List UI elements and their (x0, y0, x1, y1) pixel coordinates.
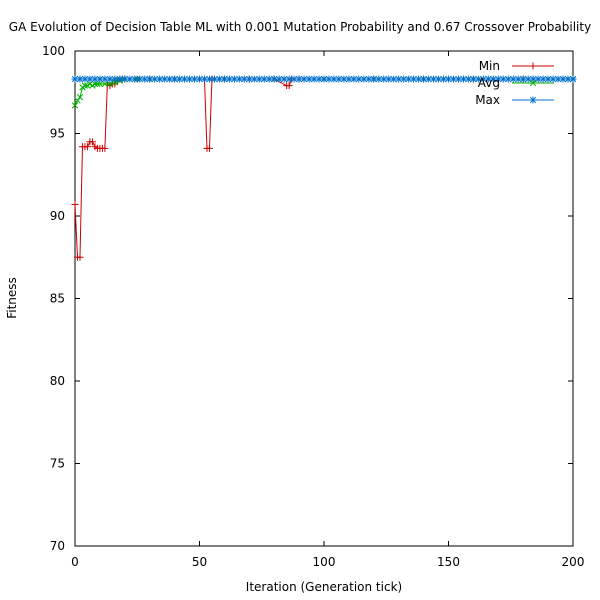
data-point (166, 75, 174, 83)
data-point (116, 75, 124, 83)
data-point (151, 75, 159, 83)
data-point (81, 82, 89, 89)
y-tick-label: 75 (50, 457, 65, 471)
data-point (415, 75, 423, 83)
data-point (445, 75, 452, 83)
data-point (81, 75, 89, 83)
series-min (71, 75, 577, 261)
data-point (454, 75, 462, 83)
data-point (410, 75, 418, 83)
legend-label: Min (479, 59, 500, 73)
data-point (205, 144, 213, 152)
data-point (96, 80, 104, 88)
chart-title: GA Evolution of Decision Table ML with 0… (9, 20, 591, 34)
y-tick-label: 100 (42, 44, 65, 58)
data-point (196, 75, 203, 83)
data-point (83, 143, 91, 151)
legend: Min Avg Max (475, 59, 554, 107)
data-point (285, 82, 293, 90)
data-point (215, 75, 223, 83)
data-point (569, 75, 577, 83)
x-axis: 0 50 100 150 200 (71, 51, 584, 569)
data-point (469, 75, 477, 83)
y-tick-label: 90 (50, 209, 65, 223)
y-tick-label: 80 (50, 374, 65, 388)
x-tick-label: 150 (437, 555, 460, 569)
x-tick-label: 0 (71, 555, 79, 569)
data-point (74, 97, 81, 104)
data-point (101, 80, 109, 88)
x-tick-label: 200 (562, 555, 585, 569)
data-point (489, 75, 497, 83)
data-point (94, 80, 101, 88)
data-point (355, 75, 363, 83)
data-point (71, 200, 79, 208)
series-max (71, 75, 577, 83)
legend-marker (529, 96, 537, 104)
data-point (200, 75, 208, 83)
data-point (76, 253, 84, 261)
data-point (101, 144, 109, 152)
data-point (225, 75, 233, 83)
data-point (76, 94, 84, 101)
data-point (534, 75, 542, 83)
x-axis-title: Iteration (Generation tick) (246, 580, 402, 594)
data-point (539, 75, 547, 83)
data-point (126, 75, 134, 83)
y-axis-title: Fitness (5, 277, 19, 319)
y-axis: 70 75 80 85 90 95 100 (42, 44, 573, 553)
data-point (459, 75, 467, 83)
data-point (509, 75, 517, 83)
legend-label: Max (475, 93, 500, 107)
data-point (300, 75, 308, 83)
data-point (265, 75, 273, 83)
data-point (91, 80, 99, 88)
y-tick-label: 70 (50, 539, 65, 553)
data-point (76, 75, 84, 83)
data-point (315, 75, 323, 83)
data-point (360, 75, 368, 83)
legend-marker (529, 62, 537, 70)
x-tick-label: 50 (192, 555, 207, 569)
data-point (106, 80, 114, 88)
data-point (88, 138, 96, 146)
data-point (390, 75, 398, 83)
x-tick-label: 100 (313, 555, 336, 569)
data-point (191, 75, 199, 83)
legend-label: Avg (478, 76, 500, 90)
plot-frame (74, 50, 574, 547)
legend-marker (529, 79, 537, 87)
y-tick-label: 85 (50, 292, 65, 306)
series-layer (71, 75, 577, 261)
y-tick-label: 95 (50, 127, 65, 141)
data-point (260, 75, 268, 83)
data-point (400, 75, 408, 83)
data-point (71, 102, 79, 109)
data-point (161, 75, 169, 83)
data-point (499, 75, 507, 83)
